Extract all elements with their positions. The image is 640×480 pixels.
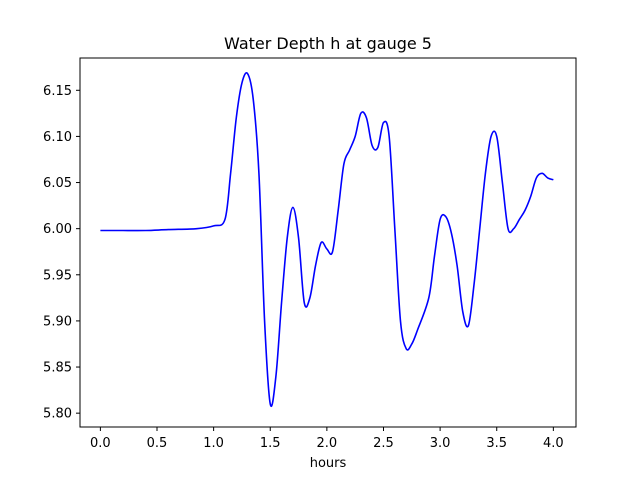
x-tick-label: 3.5 — [486, 436, 507, 451]
x-tick-label: 4.0 — [543, 436, 564, 451]
x-tick-label: 0.5 — [147, 436, 168, 451]
x-axis-label: hours — [310, 456, 347, 471]
y-tick-label: 6.05 — [43, 176, 72, 191]
y-tick-label: 5.95 — [43, 268, 72, 283]
x-tick-label: 1.0 — [203, 436, 224, 451]
y-tick-label: 5.85 — [43, 361, 72, 376]
y-tick-label: 6.15 — [43, 84, 72, 99]
y-tick-label: 6.10 — [43, 130, 72, 145]
x-tick-label: 1.5 — [260, 436, 281, 451]
x-tick-label: 0.0 — [90, 436, 111, 451]
series-line-0 — [100, 72, 554, 407]
y-tick-label: 6.00 — [43, 222, 72, 237]
x-tick-label: 3.0 — [430, 436, 451, 451]
x-tick-label: 2.0 — [317, 436, 338, 451]
x-tick-label: 2.5 — [373, 436, 394, 451]
y-tick-label: 5.90 — [43, 314, 72, 329]
y-tick-label: 5.80 — [43, 407, 72, 422]
x-axis: 0.0 0.5 1.0 1.5 2.0 2.5 3.0 3.5 4.0 — [90, 427, 564, 451]
plot-area — [100, 72, 554, 407]
chart-title: Water Depth h at gauge 5 — [224, 34, 432, 53]
plot-frame — [79, 57, 577, 428]
y-axis: 5.80 5.85 5.90 5.95 6.00 6.05 6.10 6.15 — [43, 84, 80, 422]
